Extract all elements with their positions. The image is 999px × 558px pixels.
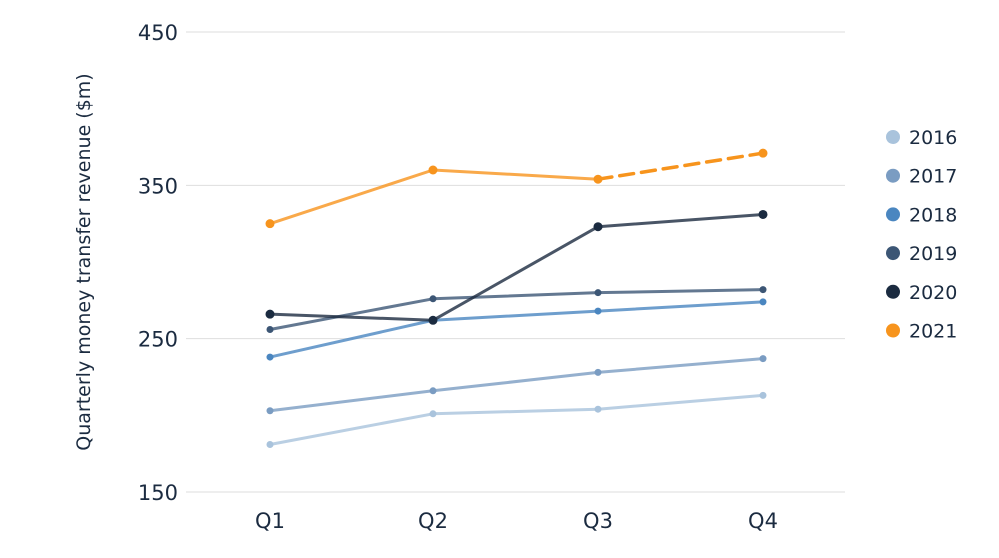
series-segment (431, 168, 600, 181)
data-point (428, 165, 438, 175)
data-point (265, 309, 275, 319)
data-point (266, 407, 274, 415)
data-point (594, 368, 602, 376)
data-point (266, 325, 274, 333)
series-segment (431, 370, 600, 393)
series-lines (265, 148, 768, 448)
series-2017 (266, 355, 767, 415)
y-tick-label: 150 (138, 481, 178, 505)
series-segment (431, 407, 600, 416)
data-point (429, 295, 437, 303)
data-point (593, 174, 603, 184)
series-segment (268, 312, 435, 322)
legend-swatch (886, 168, 900, 183)
series-segment (596, 357, 765, 374)
y-tick-label: 250 (138, 328, 178, 352)
legend-item: 2016 (886, 127, 957, 149)
legend-item: 2017 (886, 166, 957, 188)
legend-label: 2018 (909, 204, 957, 226)
legend-swatch (886, 207, 900, 222)
legend-item: 2019 (886, 243, 957, 265)
x-tick-label: Q3 (583, 509, 613, 533)
series-2019 (266, 286, 767, 333)
data-point (758, 148, 768, 158)
series-segment (596, 288, 765, 295)
data-point (266, 440, 274, 448)
data-point (429, 410, 437, 418)
legend-swatch (886, 323, 900, 338)
x-tick-label: Q1 (255, 509, 285, 533)
series-2018 (266, 298, 767, 361)
legend-swatch (886, 130, 900, 144)
data-point (758, 209, 768, 219)
data-point (759, 298, 767, 306)
gridlines (186, 31, 845, 493)
series-segment (431, 309, 600, 322)
data-point (594, 289, 602, 297)
legend-swatch (886, 284, 900, 299)
series-segment (268, 412, 435, 446)
series-2021 (265, 148, 768, 229)
legend-item: 2021 (886, 321, 957, 343)
data-point (265, 219, 275, 229)
series-segment (268, 297, 435, 331)
legend-label: 2021 (909, 321, 957, 343)
x-tick-label: Q4 (748, 509, 778, 533)
x-axis-ticks: Q1 Q2 Q3 Q4 (255, 509, 778, 533)
y-axis-label: Quarterly money transfer revenue ($m) (73, 73, 95, 450)
series-2020 (265, 209, 768, 325)
legend-item: 2020 (886, 282, 957, 304)
series-segment (596, 393, 765, 411)
legend-item: 2018 (886, 204, 957, 226)
data-point (266, 353, 274, 361)
legend-label: 2016 (909, 127, 957, 149)
data-point (759, 355, 767, 363)
series-segment (268, 389, 435, 413)
data-point (759, 391, 767, 399)
data-point (428, 315, 438, 325)
legend-label: 2017 (909, 166, 957, 188)
series-segment (431, 291, 600, 301)
data-point (594, 307, 602, 315)
series-segment (596, 151, 765, 181)
legend-label: 2019 (909, 243, 957, 265)
data-point (593, 222, 603, 232)
legend: 2016 2017 2018 2019 2020 2021 (886, 127, 957, 343)
data-point (594, 405, 602, 413)
legend-swatch (886, 246, 900, 261)
series-segment (268, 318, 435, 359)
y-tick-label: 450 (138, 21, 178, 45)
y-axis-ticks: 150 250 350 450 (138, 21, 178, 505)
series-2016 (266, 391, 767, 448)
series-segment (596, 300, 765, 313)
series-segment (596, 212, 765, 229)
y-tick-label: 350 (138, 174, 178, 198)
x-tick-label: Q2 (418, 509, 448, 533)
legend-label: 2020 (909, 282, 957, 304)
series-segment (268, 168, 435, 226)
data-point (429, 387, 437, 395)
series-segment (431, 225, 600, 322)
data-point (759, 286, 767, 294)
